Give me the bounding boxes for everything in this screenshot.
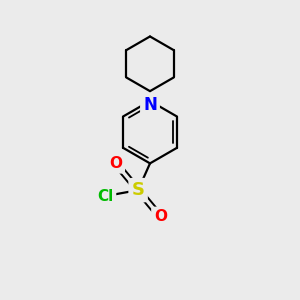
Text: Cl: Cl <box>97 189 113 204</box>
Text: S: S <box>132 181 145 199</box>
Text: O: O <box>109 156 122 171</box>
Text: N: N <box>143 96 157 114</box>
Text: O: O <box>154 209 167 224</box>
